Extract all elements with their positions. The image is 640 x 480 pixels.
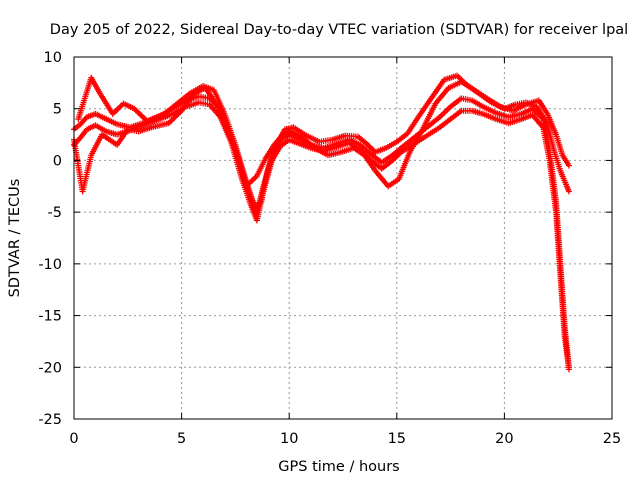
y-tick-label: 10 [44,50,62,66]
y-axis-label: SDTVAR / TECUs [7,179,23,298]
x-tick-label: 0 [69,431,78,447]
data-point [565,366,572,373]
data-point [565,188,572,195]
axis-ticks: 0 5 10 15 20 25 -25 -20 -15 -10 -5 0 5 10 [38,50,621,447]
x-tick-label: 5 [177,431,186,447]
y-tick-label: -20 [38,360,62,376]
y-tick-label: -25 [38,412,62,428]
x-tick-label: 25 [603,431,621,447]
data-point [565,162,572,169]
x-axis-label: GPS time / hours [278,459,399,475]
y-tick-label: -5 [48,205,62,221]
x-tick-label: 20 [495,431,513,447]
y-tick-label: 5 [53,102,62,118]
x-tick-label: 10 [280,431,298,447]
chart-title: Day 205 of 2022, Sidereal Day-to-day VTE… [50,22,628,38]
x-tick-label: 15 [388,431,406,447]
y-tick-label: 0 [53,153,62,169]
y-tick-label: -15 [38,309,62,325]
y-tick-label: -10 [38,257,62,273]
data-points [71,72,572,373]
plot-frame [73,56,613,420]
